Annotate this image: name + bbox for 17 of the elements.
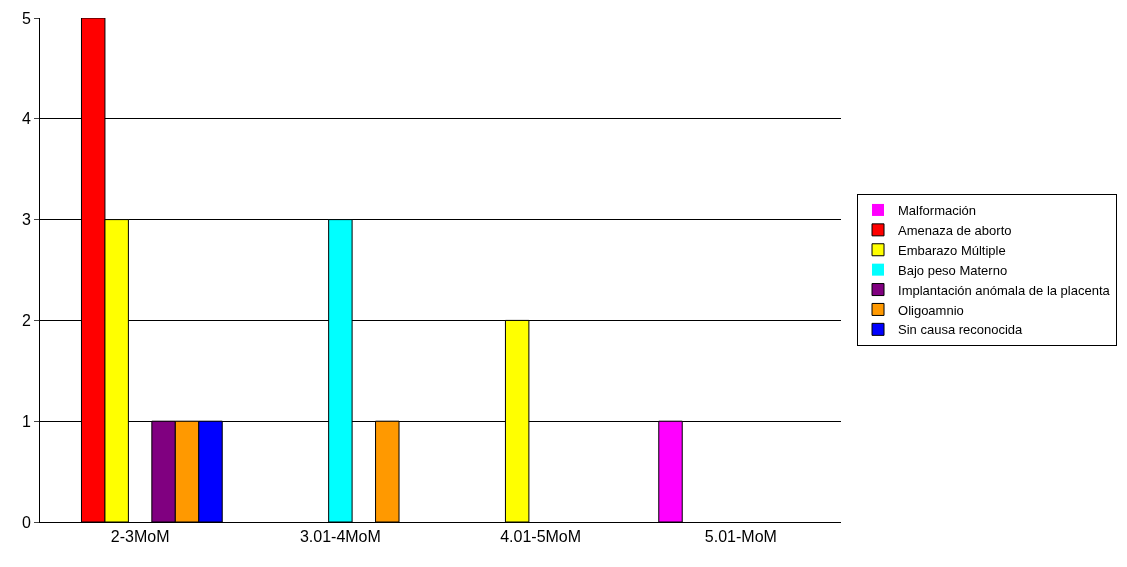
y-tick-label: 2 — [21, 312, 31, 329]
y-tick-label: 5 — [21, 9, 31, 27]
y-tick-label: 3 — [21, 211, 31, 229]
legend-label: Sin causa reconocida — [898, 322, 1024, 338]
legend-label: Implantación anómala de la placenta — [898, 282, 1111, 298]
x-tick-label: 3.01-4MoM — [299, 528, 381, 546]
x-tick-label: 4.01-5MoM — [500, 528, 582, 546]
y-tick-label: 4 — [21, 110, 31, 128]
legend-label: Embarazo Múltiple — [898, 242, 1006, 258]
legend-label: Malformación — [898, 203, 977, 219]
legend-label: Bajo peso Materno — [898, 262, 1008, 278]
legend-label: Amenaza de aborto — [898, 222, 1012, 238]
legend-label: Oligoamnio — [898, 302, 964, 318]
x-tick-label: 5.01-MoM — [704, 528, 777, 546]
y-tick-label: 1 — [21, 412, 31, 430]
x-tick-label: 2-3MoM — [110, 528, 170, 546]
y-tick-label: 0 — [21, 513, 31, 531]
